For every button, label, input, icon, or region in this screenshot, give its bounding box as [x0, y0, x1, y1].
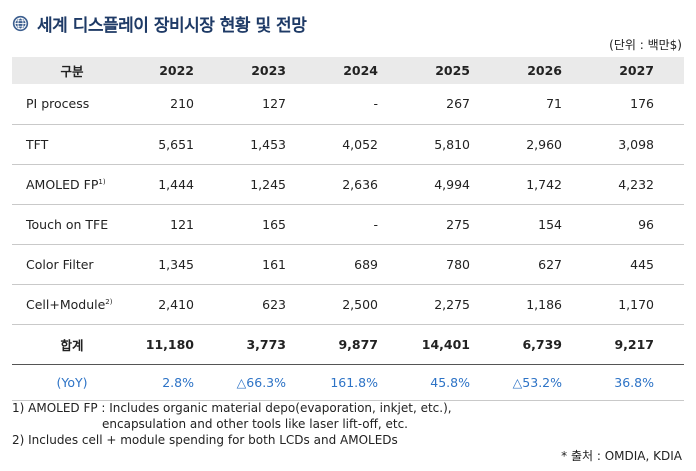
- yoy-cell: 2.8%: [162, 374, 194, 390]
- table-cell: 2,960: [526, 136, 562, 152]
- table-cell: 161: [262, 256, 286, 272]
- yoy-cell: △66.3%: [236, 374, 286, 390]
- table-cell: 5,810: [434, 136, 470, 152]
- table-cell: 445: [630, 256, 654, 272]
- header-year: 2022: [159, 63, 194, 78]
- total-cell: 6,739: [522, 336, 562, 352]
- footnote-1-continued: encapsulation and other tools like laser…: [102, 417, 408, 431]
- equipment-market-table: 구분 2022 2023 2024 2025 2026 2027 PI proc…: [12, 57, 684, 401]
- page-title: 세계 디스플레이 장비시장 현황 및 전망: [37, 15, 307, 36]
- yoy-label: (YoY): [56, 374, 88, 390]
- table-cell: 127: [262, 96, 286, 112]
- yoy-cell: 36.8%: [614, 374, 654, 390]
- table-cell: 627: [538, 256, 562, 272]
- table-cell: -: [373, 96, 378, 112]
- table-row: Cell+Module2) 2,410 623 2,500 2,275 1,18…: [12, 284, 684, 324]
- table-cell: 4,052: [342, 136, 378, 152]
- table-cell: 210: [170, 96, 194, 112]
- header-year: 2024: [343, 63, 378, 78]
- footnote-2: 2) Includes cell + module spending for b…: [12, 433, 398, 447]
- header-year: 2026: [527, 63, 562, 78]
- table-cell: 267: [446, 96, 470, 112]
- table-cell: 71: [546, 96, 562, 112]
- table-cell: 2,500: [342, 296, 378, 312]
- table-row: Touch on TFE 121 165 - 275 154 96: [12, 204, 684, 244]
- total-cell: 14,401: [421, 336, 470, 352]
- total-label: 합계: [60, 337, 84, 353]
- row-label: Cell+Module2): [26, 296, 113, 312]
- total-cell: 3,773: [246, 336, 286, 352]
- yoy-row: (YoY) 2.8% △66.3% 161.8% 45.8% △53.2% 36…: [12, 364, 684, 400]
- table-cell: 5,651: [158, 136, 194, 152]
- table-cell: 2,410: [158, 296, 194, 312]
- table-cell: 275: [446, 216, 470, 232]
- yoy-cell: △53.2%: [512, 374, 562, 390]
- table-cell: 689: [354, 256, 378, 272]
- table-cell: 1,453: [250, 136, 286, 152]
- table-cell: 4,232: [618, 176, 654, 192]
- row-label: TFT: [26, 136, 49, 152]
- table-cell: 154: [538, 216, 562, 232]
- table-header-row: 구분 2022 2023 2024 2025 2026 2027: [12, 57, 684, 84]
- unit-label: (단위 : 백만$): [609, 38, 682, 52]
- table-cell: 780: [446, 256, 470, 272]
- table-cell: 1,245: [250, 176, 286, 192]
- row-label: PI process: [26, 96, 90, 112]
- table-cell: 96: [638, 216, 654, 232]
- header-category: 구분: [60, 64, 84, 79]
- title-bar: 세계 디스플레이 장비시장 현황 및 전망: [12, 8, 307, 38]
- footnotes: 1) AMOLED FP : Includes organic material…: [12, 400, 452, 448]
- header-year: 2027: [619, 63, 654, 78]
- footnote-1: 1) AMOLED FP : Includes organic material…: [12, 401, 452, 415]
- table-cell: 623: [262, 296, 286, 312]
- table-cell: 1,444: [158, 176, 194, 192]
- table-cell: 165: [262, 216, 286, 232]
- table-row: TFT 5,651 1,453 4,052 5,810 2,960 3,098: [12, 124, 684, 164]
- table-cell: 1,742: [526, 176, 562, 192]
- table-cell: 2,636: [342, 176, 378, 192]
- yoy-cell: 161.8%: [330, 374, 378, 390]
- total-cell: 11,180: [145, 336, 194, 352]
- total-cell: 9,217: [614, 336, 654, 352]
- table-cell: -: [373, 216, 378, 232]
- table-cell: 121: [170, 216, 194, 232]
- row-label: Color Filter: [26, 256, 94, 272]
- total-row: 합계 11,180 3,773 9,877 14,401 6,739 9,217: [12, 324, 684, 364]
- table-cell: 1,170: [618, 296, 654, 312]
- row-label: Touch on TFE: [26, 216, 109, 232]
- table-cell: 1,345: [158, 256, 194, 272]
- table-row: PI process 210 127 - 267 71 176: [12, 84, 684, 124]
- table-cell: 3,098: [618, 136, 654, 152]
- table-cell: 4,994: [434, 176, 470, 192]
- table-cell: 2,275: [434, 296, 470, 312]
- table-row: AMOLED FP1) 1,444 1,245 2,636 4,994 1,74…: [12, 164, 684, 204]
- table-row: Color Filter 1,345 161 689 780 627 445: [12, 244, 684, 284]
- table-cell: 176: [630, 96, 654, 112]
- header-year: 2023: [251, 63, 286, 78]
- yoy-cell: 45.8%: [430, 374, 470, 390]
- table-cell: 1,186: [526, 296, 562, 312]
- header-year: 2025: [435, 63, 470, 78]
- source-note: * 출처 : OMDIA, KDIA: [561, 449, 682, 463]
- row-label: AMOLED FP1): [26, 176, 106, 192]
- globe-icon: [12, 15, 29, 31]
- total-cell: 9,877: [338, 336, 378, 352]
